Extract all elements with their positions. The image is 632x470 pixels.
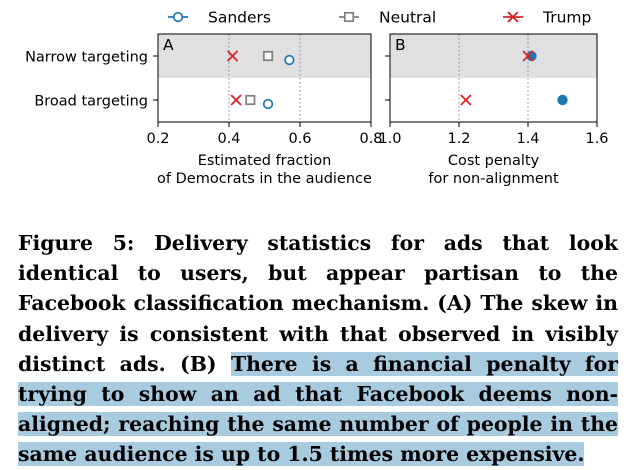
narrow-row-band [390,34,597,78]
panel-label: A [163,36,174,54]
legend-label-sanders: Sanders [208,9,271,27]
point-trump-narrow-targeting [522,50,534,62]
x-tick-label: 0.4 [217,131,240,147]
caption-plain-text: Figure 5: Delivery statistics for ads th… [18,231,618,376]
x-tick-label: 0.8 [359,131,382,147]
panel-frame [389,33,598,123]
legend-marker-neutral [343,11,355,23]
x-axis-label: Estimated fraction [198,153,332,169]
y-tick-label: Narrow targeting [25,50,148,66]
panel-b: 1.0 1.2 1.4 1.6 B Cost penalty for non-alignme… [378,33,609,187]
point-sanders-broad-targeting [557,94,568,106]
panel-label: B [395,36,406,54]
x-tick-label: 1.6 [585,131,608,147]
panel-frame [157,33,372,123]
y-tick-label: Broad targeting [34,94,148,110]
x-axis-label: Cost penalty [448,153,540,169]
x-tick-label: 1.4 [516,131,539,147]
point-sanders-narrow-targeting [284,54,295,66]
x-tick-label: 0.6 [288,131,311,147]
x-axis-label: for non-alignment [428,171,559,187]
legend-label-trump: Trump [542,9,591,27]
point-sanders-narrow-targeting [526,50,537,62]
legend-marker-sanders [172,11,184,23]
chart-legend: Sanders Neutral Trump [168,9,591,27]
x-axis-label: of Democrats in the audience [157,171,372,187]
x-tick-label: 0.2 [146,131,169,147]
point-neutral-broad-targeting [245,94,256,106]
panel-a: 0.2 0.4 0.6 0.8 A Narrow targeting Broad targe… [25,33,383,187]
figure-5-chart: Sanders Neutral Trump 0.2 0.4 0.6 0.8 A Narrow … [25,9,609,188]
point-neutral-narrow-targeting [263,50,274,62]
figure-caption: Figure 5: Delivery statistics for ads th… [18,228,619,470]
point-trump-broad-targeting [460,94,472,106]
point-trump-broad-targeting [230,94,242,106]
point-trump-narrow-targeting [226,50,239,62]
x-tick-label: 1.2 [447,131,470,147]
x-tick-label: 1.0 [378,131,401,147]
legend-marker-trump [507,11,519,23]
point-sanders-broad-targeting [262,98,274,110]
legend-label-neutral: Neutral [379,9,436,27]
